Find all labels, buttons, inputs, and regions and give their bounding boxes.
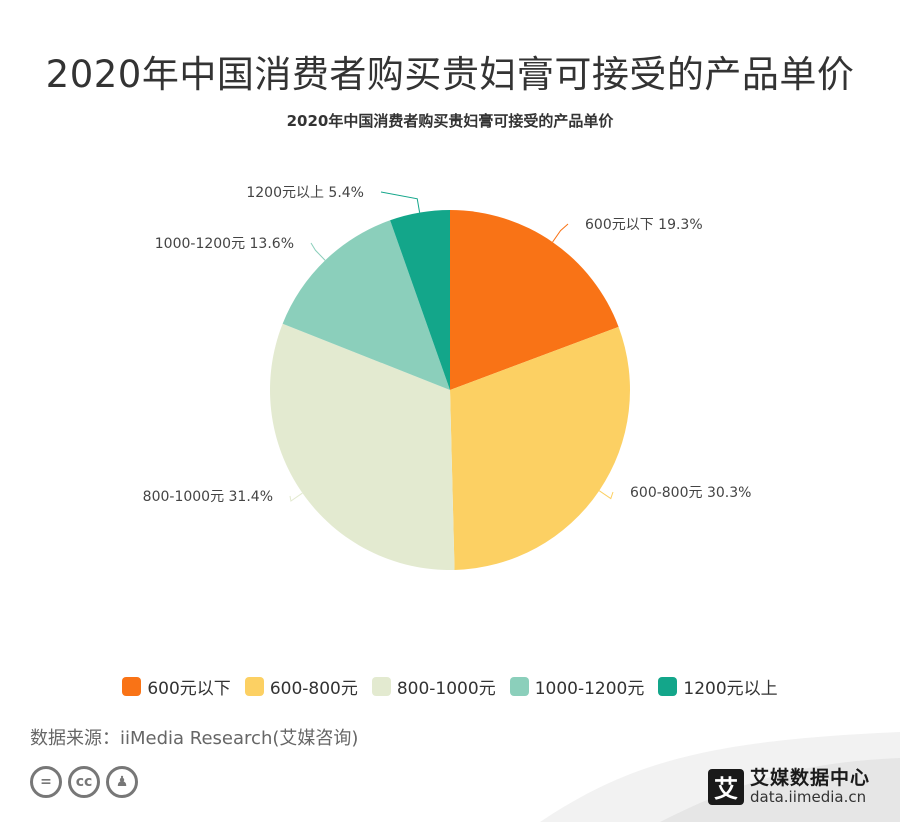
label-leader-line [380,191,421,213]
chart-legend: 600元以下 600-800元 800-1000元 1000-1200元 1200元以上 [0,674,900,699]
data-label: 600-800元 30.3% [630,485,751,501]
label-leader-line [310,242,326,261]
legend-swatch [658,677,678,696]
brand: 艾 艾媒数据中心 data.iimedia.cn [708,768,870,805]
legend-swatch [122,677,142,696]
data-label: 1200元以上 5.4% [246,185,364,201]
legend-item[interactable]: 800-1000元 [371,674,496,699]
legend-item[interactable]: 600-800元 [244,674,358,699]
legend-swatch [371,677,391,696]
brand-logo-icon: 艾 [708,768,744,805]
label-leader-line [552,223,569,243]
label-leader-line [598,490,614,500]
legend-label: 800-1000元 [396,679,496,699]
pie-slice [390,210,450,390]
equals-icon: = [30,766,62,798]
data-label: 600元以下 19.3% [585,217,703,233]
legend-label: 1200元以上 [683,679,778,699]
person-icon: ♟ [106,766,138,798]
data-source: 数据来源：iiMedia Research(艾媒咨询) [30,728,359,749]
pie-slice [269,323,455,570]
page-title: 2020年中国消费者购买贵妇膏可接受的产品单价 [45,53,855,96]
chart-title: 2020年中国消费者购买贵妇膏可接受的产品单价 [286,112,614,130]
legend-swatch [244,677,264,696]
data-label: 800-1000元 31.4% [143,489,273,505]
pie-slice [450,210,619,390]
legend-label: 600-800元 [269,679,358,699]
pie-slice [282,220,450,390]
brand-url: data.iimedia.cn [750,787,867,806]
legend-label: 600元以下 [147,679,231,699]
legend-swatch [509,677,529,696]
legend-label: 1000-1200元 [534,679,645,699]
pie-slice [450,326,630,570]
legend-item[interactable]: 600元以下 [122,674,231,699]
cc-icon: cc [68,766,100,798]
label-leader-line [289,492,303,502]
legend-item[interactable]: 1200元以上 [658,674,778,699]
legend-item[interactable]: 1000-1200元 [509,674,645,699]
license-icons: = cc ♟ [30,766,138,798]
data-label: 1000-1200元 13.6% [155,236,294,252]
brand-name: 艾媒数据中心 [750,767,871,789]
